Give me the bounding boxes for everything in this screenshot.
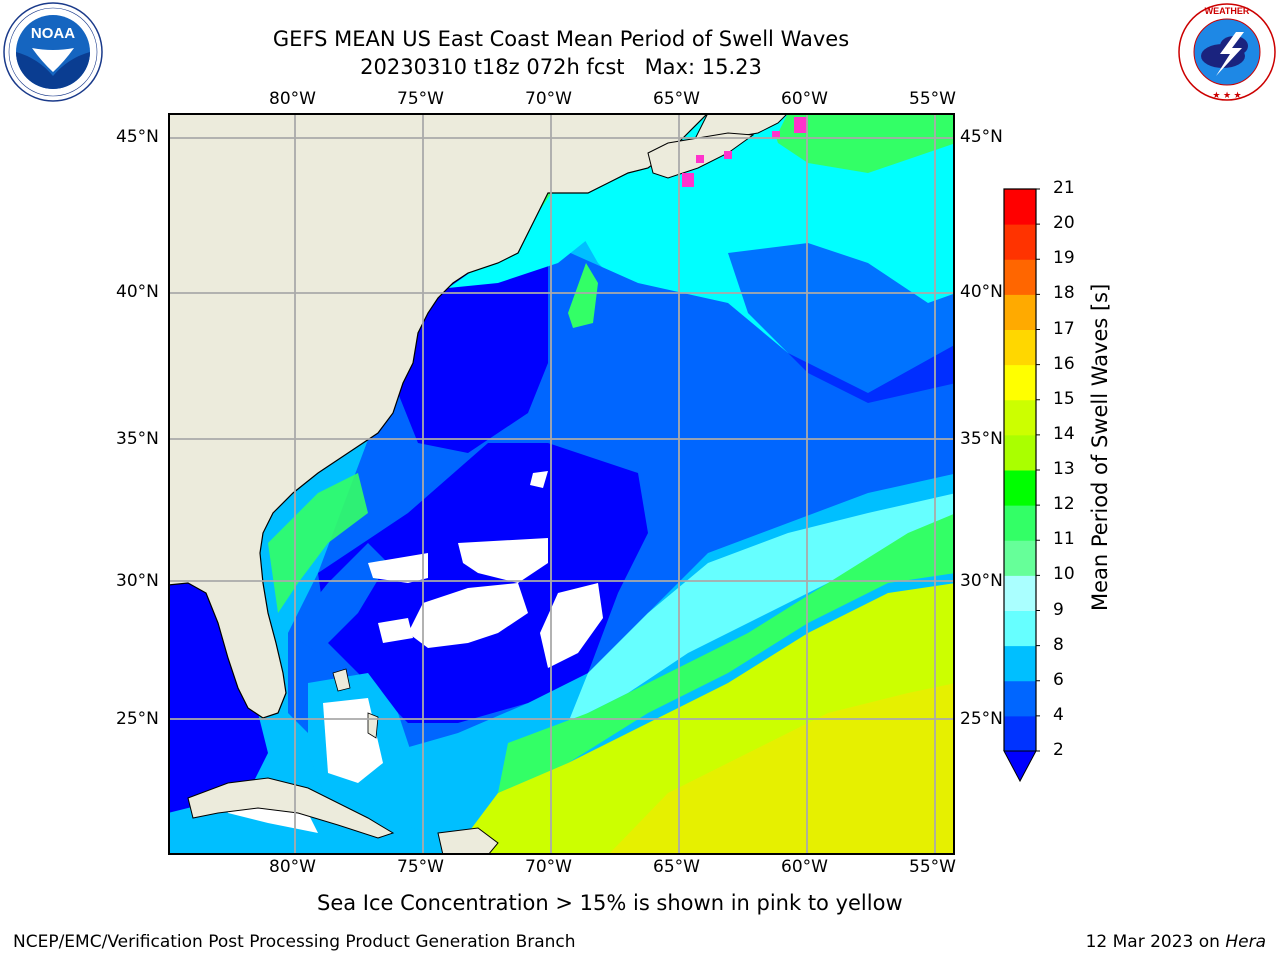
colorbar-bin bbox=[1004, 294, 1036, 330]
no-data-patch bbox=[408, 583, 528, 648]
ocean-green-patch-georges bbox=[568, 263, 598, 328]
gulf-of-mexico bbox=[168, 583, 268, 813]
map-panel bbox=[168, 113, 955, 855]
ocean-green-patch-ne bbox=[768, 113, 954, 173]
colorbar-bin bbox=[1004, 470, 1036, 506]
footer-date-text: 12 Mar 2023 on bbox=[1085, 932, 1226, 952]
sea-ice-cell bbox=[682, 173, 694, 187]
lon-label-top: 65°W bbox=[653, 89, 700, 109]
colorbar-bin bbox=[1004, 364, 1036, 401]
colorbar-tick-label: 6 bbox=[1053, 669, 1064, 690]
colorbar-tick-label: 19 bbox=[1053, 248, 1075, 269]
lon-label-bottom: 60°W bbox=[781, 857, 828, 877]
lat-label-left: 45°N bbox=[116, 127, 159, 147]
ocean-11s-band bbox=[498, 513, 954, 793]
lat-label-right: 40°N bbox=[960, 282, 1003, 302]
svg-text:WEATHER: WEATHER bbox=[1205, 6, 1250, 16]
footer-machine: Hera bbox=[1225, 932, 1266, 952]
lon-label-top: 55°W bbox=[909, 89, 956, 109]
colorbar-tick-label: 11 bbox=[1053, 529, 1075, 550]
ocean-14s-zone bbox=[609, 683, 954, 853]
bahamas-island bbox=[332, 668, 351, 692]
lat-label-left: 40°N bbox=[116, 282, 159, 302]
lon-label-bottom: 75°W bbox=[397, 857, 444, 877]
sea-ice-cell bbox=[772, 131, 780, 139]
map-subtitle: 20230310 t18z 072h fcst Max: 15.23 bbox=[360, 55, 762, 79]
nws-logo: WEATHER ★ ★ ★ bbox=[1178, 3, 1276, 101]
colorbar-tick-label: 17 bbox=[1053, 318, 1075, 339]
lon-label-bottom: 65°W bbox=[653, 857, 700, 877]
colorbar-tick-label: 15 bbox=[1053, 388, 1075, 409]
lat-label-left: 25°N bbox=[116, 709, 159, 729]
colorbar-tick-label: 4 bbox=[1053, 704, 1064, 725]
colorbar-tick-label: 21 bbox=[1053, 178, 1075, 198]
colorbar-bin bbox=[1004, 399, 1036, 436]
lon-label-top: 80°W bbox=[269, 89, 316, 109]
us-land bbox=[168, 113, 709, 719]
lon-label-top: 70°W bbox=[525, 89, 572, 109]
colorbar-bin bbox=[1004, 329, 1036, 366]
svg-text:★ ★ ★: ★ ★ ★ bbox=[1212, 90, 1241, 100]
colorbar-bin bbox=[1004, 434, 1036, 471]
colorbar-tick-label: 13 bbox=[1053, 459, 1075, 479]
colorbar-bin bbox=[1004, 645, 1036, 682]
colorbar-tick-label: 20 bbox=[1053, 213, 1075, 234]
colorbar-bin bbox=[1004, 505, 1036, 541]
sea-ice-caption: Sea Ice Concentration > 15% is shown in … bbox=[317, 891, 903, 915]
cuba-land bbox=[187, 777, 395, 839]
map-frame bbox=[168, 113, 955, 855]
map-title: GEFS MEAN US East Coast Mean Period of S… bbox=[272, 27, 850, 51]
lat-label-right: 25°N bbox=[960, 709, 1003, 729]
colorbar-tick-label: 8 bbox=[1053, 634, 1064, 655]
colorbar-tick-label: 16 bbox=[1053, 353, 1075, 374]
ocean-shelf-georgia bbox=[288, 543, 388, 653]
colorbar-bin bbox=[1004, 224, 1036, 260]
colorbar-tick-label: 12 bbox=[1053, 494, 1075, 515]
sea-ice-cell bbox=[724, 151, 732, 159]
colorbar-bin bbox=[1004, 189, 1036, 225]
noaa-logo: NOAA bbox=[3, 2, 103, 102]
colorbar-label: Mean Period of Swell Waves [s] bbox=[1088, 283, 1112, 611]
lat-label-right: 30°N bbox=[960, 571, 1003, 591]
footer-date: 12 Mar 2023 on Hera bbox=[1086, 932, 1266, 952]
ocean-9s-band bbox=[568, 493, 954, 723]
colorbar-bin bbox=[1004, 715, 1036, 752]
bahamas-island bbox=[367, 712, 379, 739]
colorbar-bin bbox=[1004, 540, 1036, 576]
colorbar-tick-label: 14 bbox=[1053, 423, 1075, 444]
no-data-patch bbox=[368, 553, 428, 583]
ocean-shelf-carolinas bbox=[268, 473, 368, 613]
lon-label-top: 60°W bbox=[781, 89, 828, 109]
no-data-patch bbox=[378, 618, 413, 643]
colorbar-tick-label: 18 bbox=[1053, 283, 1075, 304]
lon-label-bottom: 70°W bbox=[525, 857, 572, 877]
colorbar-under-triangle bbox=[1003, 750, 1037, 783]
colorbar-tick-label: 9 bbox=[1053, 599, 1064, 620]
colorbar-tick-label: 10 bbox=[1053, 564, 1075, 585]
colorbar-tick-label: 2 bbox=[1053, 740, 1064, 760]
footer-credit: NCEP/EMC/Verification Post Processing Pr… bbox=[13, 932, 576, 952]
lon-label-bottom: 80°W bbox=[269, 857, 316, 877]
sea-ice-cell bbox=[794, 117, 808, 133]
lat-label-left: 30°N bbox=[116, 571, 159, 591]
colorbar-bin bbox=[1004, 610, 1036, 647]
colorbar-bin bbox=[1004, 575, 1036, 611]
lat-label-right: 35°N bbox=[960, 429, 1003, 449]
graticule bbox=[168, 113, 954, 853]
no-data-patch bbox=[540, 583, 603, 668]
colorbar-bin bbox=[1004, 680, 1036, 717]
lat-label-right: 45°N bbox=[960, 127, 1003, 147]
svg-text:NOAA: NOAA bbox=[31, 25, 75, 42]
lon-label-bottom: 55°W bbox=[909, 857, 956, 877]
sea-ice-cell bbox=[696, 155, 704, 163]
no-data-patch bbox=[530, 471, 548, 488]
ocean-2s-zone-east bbox=[728, 243, 954, 403]
lat-label-left: 35°N bbox=[116, 429, 159, 449]
lon-label-top: 75°W bbox=[397, 89, 444, 109]
colorbar bbox=[1003, 188, 1040, 783]
colorbar-bin bbox=[1004, 259, 1036, 295]
no-data-patch bbox=[458, 538, 548, 583]
hispaniola-land bbox=[437, 827, 499, 853]
